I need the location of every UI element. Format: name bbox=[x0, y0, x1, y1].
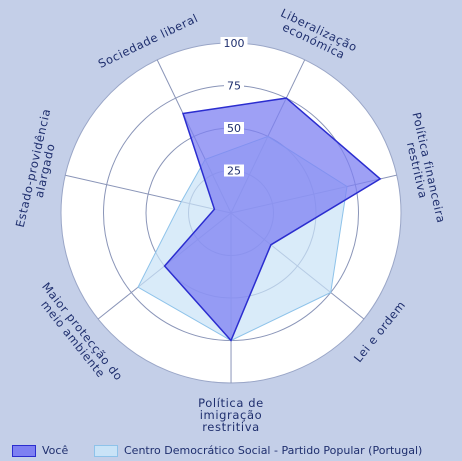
tick-label: 25 bbox=[227, 165, 241, 178]
tick-label: 50 bbox=[227, 122, 241, 135]
tick-label-bg bbox=[224, 122, 244, 134]
legend-item-you: Você bbox=[12, 444, 68, 457]
series-polygon-you bbox=[163, 97, 382, 342]
legend-label-party: Centro Democrático Social - Partido Popu… bbox=[124, 444, 423, 457]
legend-item-party: Centro Democrático Social - Partido Popu… bbox=[94, 444, 422, 457]
tick-label: 75 bbox=[227, 80, 241, 93]
tick-label-bg bbox=[224, 164, 244, 177]
tick-label: 100 bbox=[224, 37, 245, 50]
legend-label-you: Você bbox=[42, 444, 69, 457]
tick-label-bg bbox=[220, 37, 248, 49]
axis-label-line: restritiva bbox=[202, 420, 260, 434]
axis-label-line: Política de bbox=[198, 396, 264, 410]
legend-swatch-party bbox=[94, 444, 118, 457]
tick-label-bg bbox=[224, 79, 244, 92]
axis-label-line: imigração bbox=[200, 408, 262, 422]
legend-swatch-you bbox=[12, 444, 36, 457]
chart-legend: Você Centro Democrático Social - Partido… bbox=[0, 443, 462, 461]
